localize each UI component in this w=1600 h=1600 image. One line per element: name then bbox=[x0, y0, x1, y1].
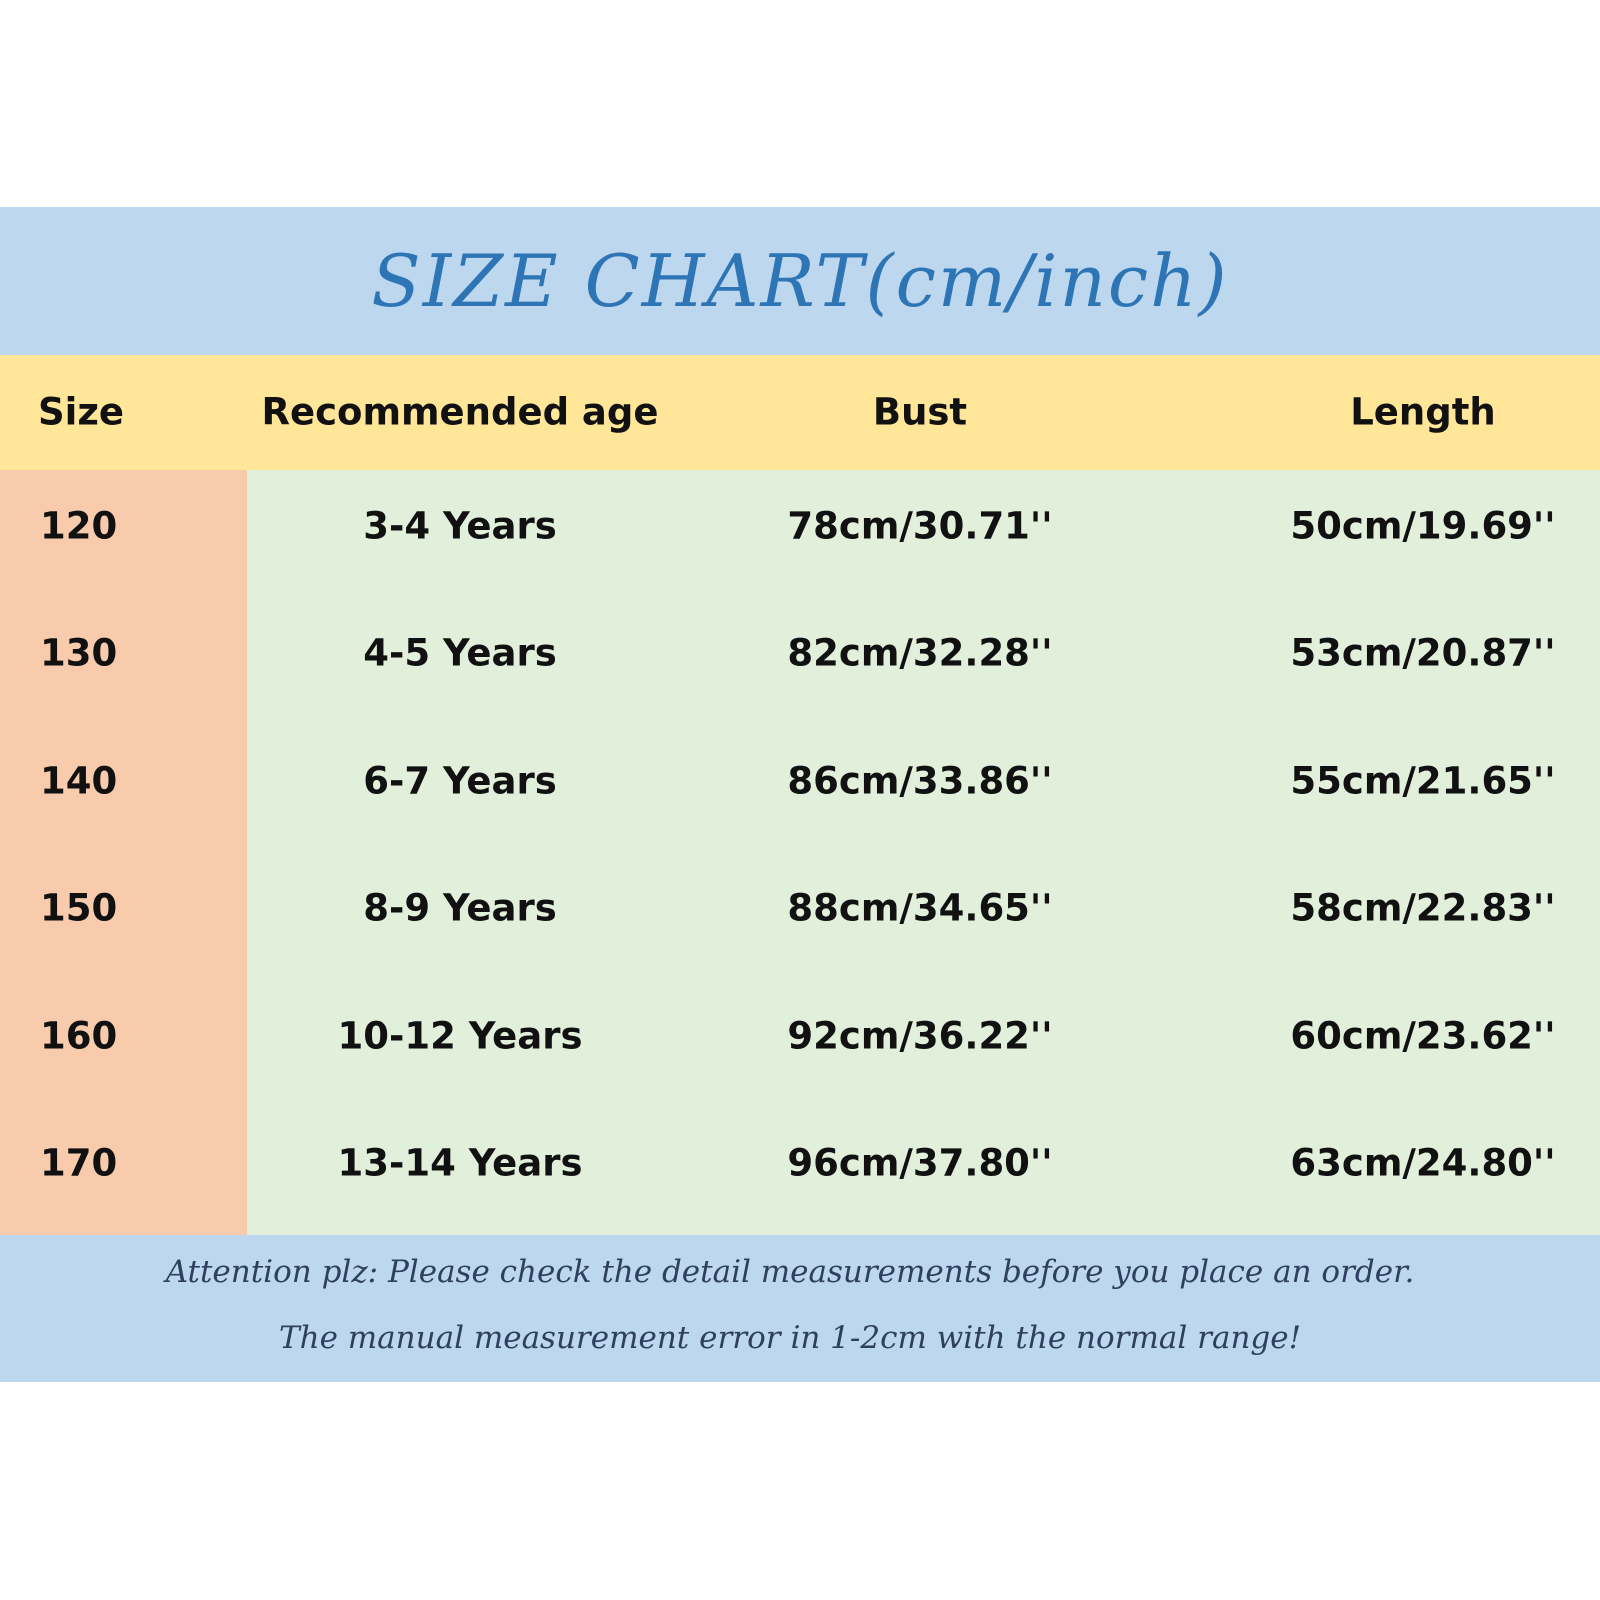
table-cell: 3-4 Years bbox=[363, 504, 557, 548]
table-cell: 10-12 Years bbox=[337, 1014, 583, 1058]
column-header: Size bbox=[38, 390, 124, 434]
footer-note: Attention plz: Please check the detail m… bbox=[165, 1254, 1415, 1290]
table-cell: 63cm/24.80'' bbox=[1290, 1141, 1556, 1185]
table-cell: 60cm/23.62'' bbox=[1290, 1014, 1556, 1058]
table-body bbox=[0, 470, 1600, 1235]
title: SIZE CHART(cm/inch) bbox=[371, 239, 1229, 323]
table-cell: 82cm/32.28'' bbox=[787, 631, 1053, 675]
table-cell: 88cm/34.65'' bbox=[787, 886, 1053, 930]
table-cell: 78cm/30.71'' bbox=[787, 504, 1053, 548]
table-cell: 150 bbox=[40, 886, 118, 930]
table-cell: 160 bbox=[40, 1014, 118, 1058]
table-cell: 53cm/20.87'' bbox=[1290, 631, 1556, 675]
size-column bbox=[0, 470, 247, 1235]
table-cell: 8-9 Years bbox=[363, 886, 557, 930]
table-cell: 4-5 Years bbox=[363, 631, 557, 675]
table-cell: 120 bbox=[40, 504, 118, 548]
table-cell: 92cm/36.22'' bbox=[787, 1014, 1053, 1058]
table-cell: 55cm/21.65'' bbox=[1290, 759, 1556, 803]
table-cell: 96cm/37.80'' bbox=[787, 1141, 1053, 1185]
column-header: Recommended age bbox=[261, 390, 659, 434]
table-cell: 170 bbox=[40, 1141, 118, 1185]
table-cell: 13-14 Years bbox=[337, 1141, 583, 1185]
table-cell: 50cm/19.69'' bbox=[1290, 504, 1556, 548]
column-header: Length bbox=[1350, 390, 1496, 434]
table-cell: 6-7 Years bbox=[363, 759, 557, 803]
table-cell: 86cm/33.86'' bbox=[787, 759, 1053, 803]
footer-note: The manual measurement error in 1-2cm wi… bbox=[278, 1320, 1302, 1356]
footer-band bbox=[0, 1235, 1600, 1382]
column-header: Bust bbox=[872, 390, 968, 434]
table-cell: 140 bbox=[40, 759, 118, 803]
table-cell: 130 bbox=[40, 631, 118, 675]
table-cell: 58cm/22.83'' bbox=[1290, 886, 1556, 930]
title-band bbox=[0, 207, 1600, 355]
header-row bbox=[0, 355, 1600, 470]
